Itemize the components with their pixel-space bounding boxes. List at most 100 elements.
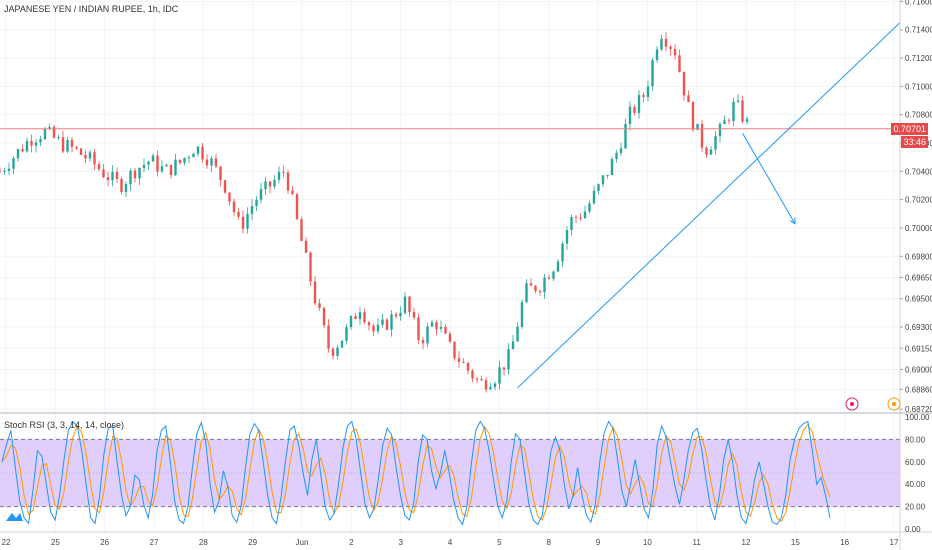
event-marker-dot-icon [892,402,896,406]
candle-body [669,46,672,49]
candle-body [633,106,636,113]
indicator-label[interactable]: Stoch RSI (3, 3, 14, 14, close) [4,420,125,430]
candle-body [192,153,195,158]
candle-body [583,211,587,219]
candle-body [259,189,263,200]
y-tick-label: 0.71000 [905,82,932,91]
candle-body [439,326,443,329]
stoch-y-tick-label: 40.00 [905,480,926,489]
candle-body [718,124,722,137]
candle-body [601,175,605,185]
candle-body [183,157,186,163]
candle-body [241,216,245,229]
candle-body [597,184,600,191]
candle-body [615,152,618,159]
arrow-head [789,217,796,225]
drawings[interactable] [517,22,901,389]
candle-body [606,174,609,176]
x-tick-label: 17 [890,538,899,547]
candle-body [385,319,389,330]
candle-body [331,348,335,356]
candle-body [327,325,330,349]
candle-body [75,146,78,149]
x-tick-label: 4 [448,538,453,547]
candle-body [700,123,704,148]
candle-body [39,139,42,143]
candle-body [120,179,123,192]
candle-body [610,158,614,175]
candle-body [421,340,425,344]
candle-body [66,140,69,152]
candle-body [147,161,150,165]
candle-body [214,158,218,167]
arrow-line [742,132,796,224]
candle-body [646,86,650,98]
candle-body [169,164,173,176]
candle-body [358,312,362,320]
candle-body [57,137,60,139]
candle-body [228,192,231,202]
last-price-tag: 0.70701 [891,122,928,135]
candle-body [507,349,510,370]
x-tick-label: 27 [150,538,159,547]
candle-body [381,319,384,325]
candle-body [471,370,474,379]
stoch-y-tick-label: 0.00 [905,525,921,534]
candle-body [219,166,222,181]
stoch-y-tick-label: 80.00 [905,435,926,444]
candle-body [655,49,659,61]
candle-body [493,383,497,388]
candle-body [682,71,686,96]
candle-body [435,322,438,329]
x-tick-label: 22 [2,538,11,547]
trendline [517,22,901,389]
y-tick-label: 0.71400 [905,26,932,35]
candle-body [430,322,434,327]
candle-body [660,38,663,50]
y-tick-label: 0.70400 [905,167,932,176]
candle-body [723,120,726,125]
candle-body [403,296,407,313]
candle-body [592,190,596,204]
chart-icons[interactable] [6,397,901,521]
candle-body [160,166,164,172]
x-tick-label: Jun [296,538,309,547]
candle-body [43,128,47,140]
candle-body [21,149,24,152]
y-tick-label: 0.70800 [905,111,932,120]
candle-body [736,100,740,102]
candle-body [709,149,713,155]
candle-body [376,324,380,332]
symbol-title[interactable]: JAPANESE YEN / INDIAN RUPEE, 1h, IDC [4,4,179,14]
x-tick-label: 25 [51,538,60,547]
candle-body [237,211,240,217]
candle-body [741,100,744,122]
stoch-k-line [1,420,831,526]
candle-body [3,170,6,172]
y-tick-label: 0.71200 [905,54,932,63]
candle-body [484,380,488,390]
candle-body [624,124,627,149]
candle-body [619,148,623,153]
candle-body [187,157,191,159]
candle-body [7,168,11,171]
candle-body [264,181,267,190]
stoch-y-tick-label: 20.00 [905,503,926,512]
candle-body [106,177,110,181]
candle-body [336,347,339,356]
candle-body [52,126,56,138]
stoch-rsi-band [0,438,900,508]
candle-body [394,314,398,317]
candle-body [534,285,537,292]
candle-body [16,149,20,159]
candle-body [246,213,249,229]
stoch-y-tick-label: 60.00 [905,458,926,467]
candle-body [102,169,105,178]
candle-body [637,95,641,113]
candle-body [529,283,533,286]
candle-body [223,180,227,193]
y-tick-label: 0.69800 [905,252,932,261]
candle-body [178,159,182,163]
